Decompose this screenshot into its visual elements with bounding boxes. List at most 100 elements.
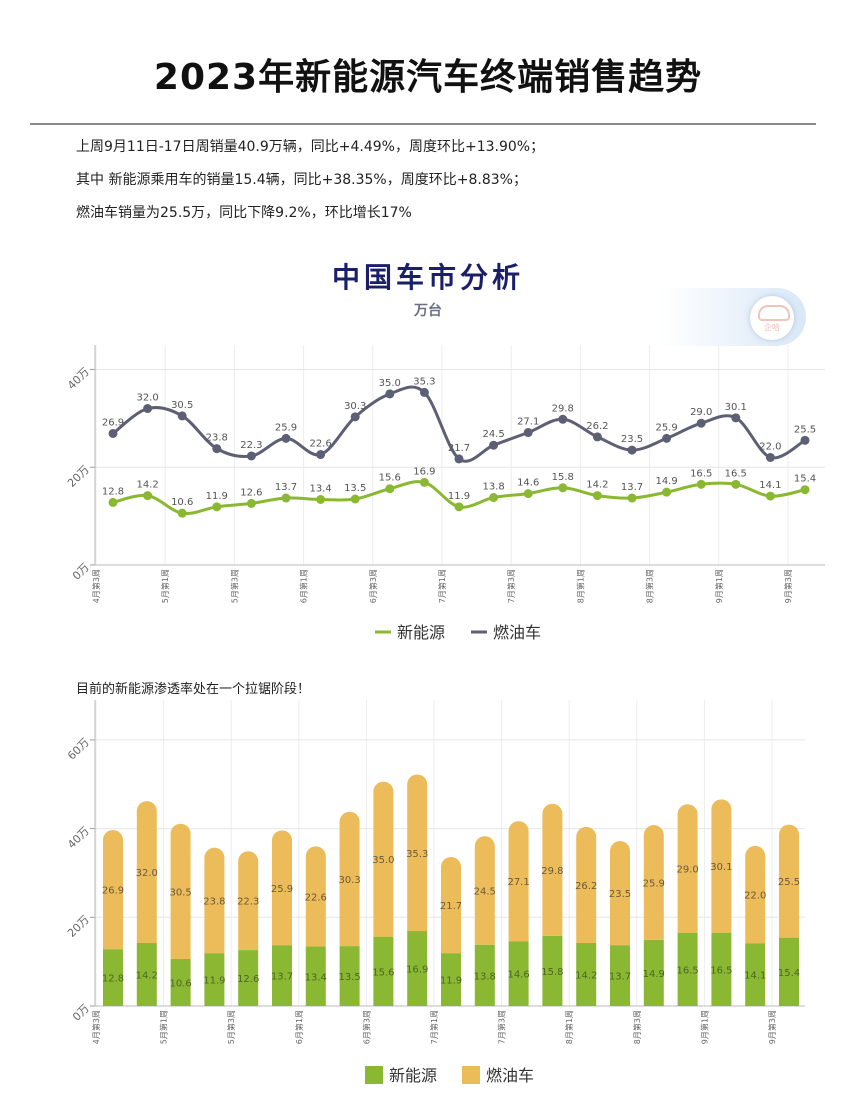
bar-nev — [576, 943, 597, 1006]
x-tick-label: 4月第3周 — [91, 569, 101, 603]
data-label: 12.8 — [102, 486, 124, 497]
bar-ice — [238, 851, 259, 951]
x-tick-label: 7月第3周 — [497, 1010, 507, 1044]
x-tick-label: 6月第3周 — [361, 1010, 371, 1044]
bar-label-nev: 16.5 — [676, 965, 698, 976]
bar-label-nev: 15.4 — [778, 968, 800, 979]
data-label: 32.0 — [136, 393, 158, 404]
y-tick-label: 40万 — [65, 824, 92, 851]
data-point — [558, 483, 568, 493]
bar-ice — [136, 801, 157, 944]
bar-nev — [103, 949, 123, 1006]
legend-swatch — [365, 1066, 383, 1084]
line-chart: 0万 20万 40万 4月第3周 5月第1周 5月第3周 6月第1周 6月第3周 7月第1周 7月… — [65, 345, 825, 642]
bar-nev — [711, 932, 732, 1006]
bar-label-ice: 21.7 — [440, 901, 462, 912]
bar-label-ice: 32.0 — [136, 868, 158, 879]
summary-text: 上周9月11日-17日周销量40.9万辆，同比+4.49%，周度环比+13.90… — [76, 136, 796, 235]
bar-nev — [779, 937, 799, 1006]
data-point — [558, 414, 568, 424]
page-title: 2023年新能源汽车终端销售趋势 — [153, 57, 703, 98]
data-point — [281, 493, 291, 503]
data-point — [731, 413, 741, 423]
data-point — [662, 487, 672, 497]
bar-label-ice: 35.0 — [372, 855, 394, 866]
legend-label: 燃油车 — [493, 623, 541, 642]
data-point — [177, 411, 187, 421]
x-tick-label: 6月第1周 — [294, 1010, 304, 1044]
data-label: 11.9 — [206, 491, 228, 502]
bar-ice — [576, 826, 597, 944]
data-label: 30.5 — [171, 400, 193, 411]
x-tick-label: 6月第3周 — [368, 569, 378, 603]
bar-label-ice: 25.9 — [271, 884, 293, 895]
data-label: 16.5 — [690, 468, 712, 479]
data-point — [523, 428, 533, 438]
data-label: 25.9 — [275, 422, 297, 433]
data-label: 13.4 — [309, 483, 331, 494]
data-point — [143, 404, 153, 414]
data-label: 12.6 — [240, 487, 262, 498]
data-point — [489, 493, 499, 503]
bar-label-nev: 11.9 — [203, 976, 225, 987]
data-point — [454, 502, 464, 512]
bar-ice — [272, 830, 292, 946]
data-label: 15.6 — [379, 473, 401, 484]
data-label: 35.0 — [379, 378, 401, 389]
summary-line-total: 上周9月11日-17日周销量40.9万辆，同比+4.49%，周度环比+13.90… — [76, 139, 545, 155]
bar-ice — [204, 847, 225, 954]
bar-nev — [407, 931, 428, 1006]
data-point — [246, 498, 256, 508]
x-tick-label: 9月第1周 — [699, 1010, 709, 1044]
bar-label-ice: 23.5 — [609, 889, 631, 900]
data-point — [419, 477, 429, 487]
data-point — [765, 491, 775, 501]
data-point — [454, 454, 464, 464]
x-tick-label: 8月第1周 — [564, 1010, 574, 1044]
bar-ice — [643, 825, 664, 940]
data-label: 23.5 — [621, 434, 643, 445]
data-label: 15.8 — [552, 472, 574, 483]
brand-title: 中国车市分析 — [331, 261, 524, 294]
data-point — [350, 412, 360, 422]
data-label: 22.6 — [309, 439, 331, 450]
x-tick-label: 5月第1周 — [159, 1010, 169, 1044]
data-point — [627, 493, 637, 503]
data-point — [385, 484, 395, 494]
data-point — [592, 491, 602, 501]
data-label: 15.4 — [794, 474, 816, 485]
bar-ice — [677, 804, 698, 933]
x-tick-label: 9月第3周 — [783, 569, 793, 603]
data-point — [212, 502, 222, 512]
data-label: 11.9 — [448, 491, 470, 502]
data-label: 10.6 — [171, 497, 193, 508]
x-tick-label: 6月第1周 — [299, 569, 309, 603]
bar-label-ice: 26.9 — [102, 886, 124, 897]
bar-nev — [339, 946, 360, 1006]
data-point — [696, 418, 706, 428]
y-tick-label: 20万 — [65, 913, 92, 940]
data-label: 27.1 — [517, 417, 539, 428]
data-point — [108, 428, 118, 438]
data-label: 21.7 — [448, 443, 470, 454]
bar-label-ice: 30.3 — [338, 875, 360, 886]
data-label: 35.3 — [413, 376, 435, 387]
bar-label-ice: 24.5 — [474, 886, 496, 897]
logo-text: 企哈 — [764, 323, 780, 332]
data-point — [523, 489, 533, 499]
data-point — [765, 452, 775, 462]
x-tick-label: 8月第3周 — [645, 569, 655, 603]
data-label: 29.0 — [690, 407, 712, 418]
data-label: 26.9 — [102, 417, 124, 428]
x-tick-label: 5月第3周 — [229, 569, 239, 603]
x-tick-label: 5月第3周 — [226, 1010, 236, 1044]
bar-ice — [542, 803, 563, 936]
x-tick-label: 5月第1周 — [160, 569, 170, 603]
bar-label-ice: 25.9 — [643, 878, 665, 889]
car-icon — [758, 305, 790, 321]
data-point — [316, 494, 326, 504]
y-tick-label: 0万 — [70, 1002, 92, 1024]
x-tick-label: 8月第3周 — [632, 1010, 642, 1044]
bar-label-ice: 35.3 — [406, 849, 428, 860]
bar-label-ice: 26.2 — [575, 881, 597, 892]
